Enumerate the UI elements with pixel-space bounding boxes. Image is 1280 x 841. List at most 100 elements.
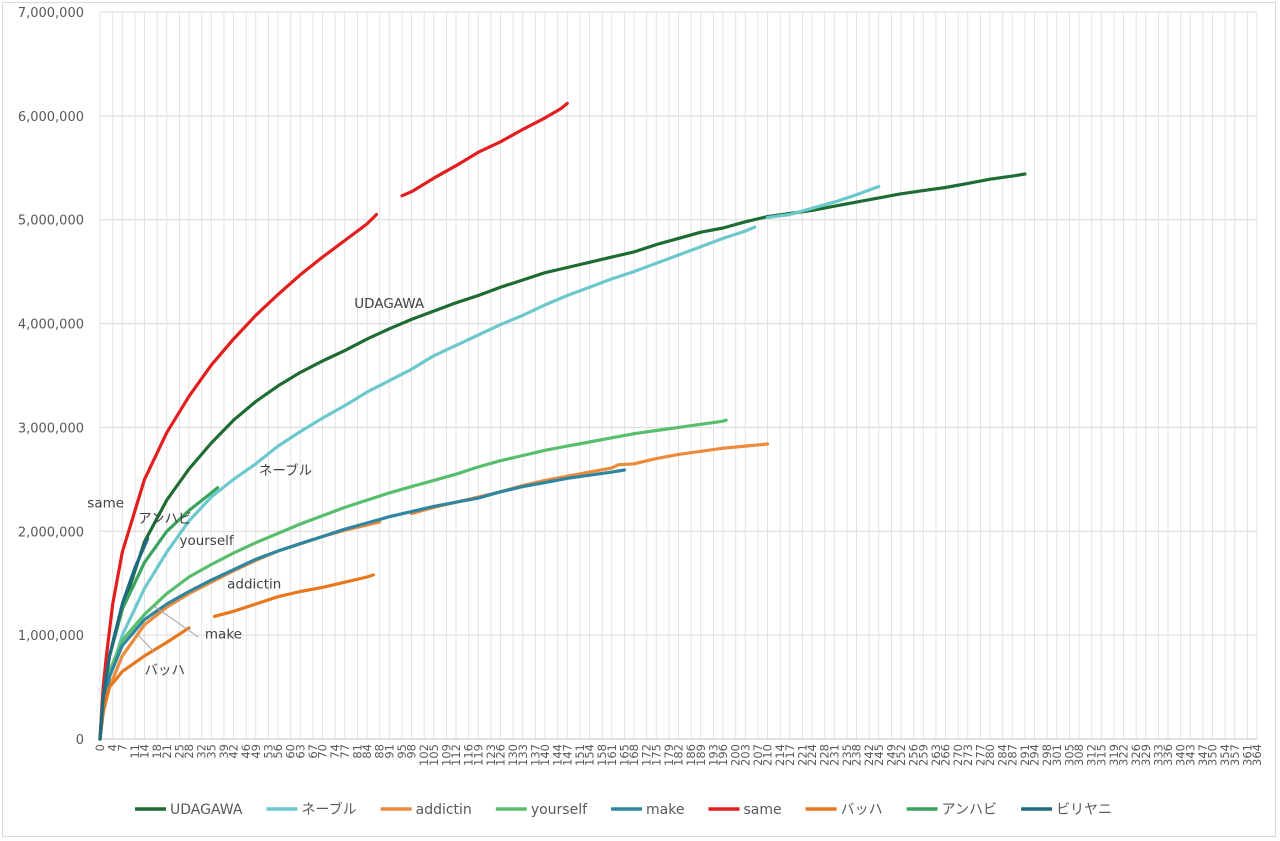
x-tick-label: 221 [795,744,809,766]
x-tick-label: 200 [729,744,743,766]
legend-label: make [646,802,684,818]
x-tick-label: 228 [818,744,832,766]
x-tick-label: 298 [1040,744,1054,766]
x-tick-label: 126 [494,744,508,766]
x-tick-label: 11 [128,744,142,759]
series-line-2 [765,184,881,220]
x-tick-label: 18 [150,744,164,759]
y-tick-label: 3,000,000 [18,421,84,436]
y-tick-label: 4,000,000 [18,318,84,333]
y-tick-label: 6,000,000 [18,110,84,125]
x-tick-label: 168 [627,744,641,766]
x-tick-label: 336 [1161,744,1175,766]
x-tick-label: 235 [840,744,854,766]
x-tick-label: 25 [172,744,186,759]
y-tick-label: 5,000,000 [18,214,84,229]
x-tick-label: 70 [316,744,330,759]
x-tick-label: 326 [1129,744,1143,766]
x-tick-label: 203 [738,744,752,766]
series-annotation: アンハビ [138,511,191,527]
series-line-2 [98,225,757,741]
series-lines [98,101,1027,741]
x-tick-label: 350 [1206,744,1220,766]
x-tick-label: 186 [684,744,698,766]
x-tick-label: 151 [573,744,587,766]
x-tick-label: 189 [694,744,708,766]
x-tick-label: 263 [929,744,943,766]
x-tick-label: 63 [293,744,307,759]
x-tick-label: 210 [761,744,775,766]
series-annotations: UDAGAWA ネーブル same アンハビ yourself addictin make バ… [87,296,425,679]
x-tick-label: 340 [1174,744,1188,766]
x-tick-label: 238 [850,744,864,766]
x-tick-label: 21 [160,744,174,759]
y-tick-label: 2,000,000 [18,525,84,540]
x-tick-label: 81 [350,744,364,759]
x-tick-label: 308 [1072,744,1086,766]
annotation-leader-line [153,605,199,638]
series-annotation: UDAGAWA [354,296,425,312]
x-tick-label: 252 [894,744,908,766]
x-tick-label: 4 [106,744,120,751]
x-axis-ticks: 0471114182125283235394246495356606367707… [93,744,1264,766]
x-tick-label: 140 [538,744,552,766]
x-tick-label: 32 [195,744,209,759]
x-tick-label: 207 [751,744,765,766]
annotation-leader-line [137,634,155,653]
x-tick-label: 305 [1062,744,1076,766]
x-tick-label: 347 [1196,744,1210,766]
gridlines [99,11,1258,740]
x-tick-label: 231 [827,744,841,766]
x-tick-label: 249 [884,744,898,766]
x-tick-label: 175 [649,744,663,766]
x-tick-label: 53 [261,744,275,759]
x-tick-label: 7 [115,744,129,751]
x-tick-label: 133 [516,744,530,766]
legend: UDAGAWA ネーブル addictin yourself make same バッハ アン… [135,801,1112,818]
x-tick-label: 179 [662,744,676,766]
x-tick-label: 137 [528,744,542,766]
x-tick-label: 277 [973,744,987,766]
x-tick-label: 49 [249,744,263,759]
x-tick-label: 116 [462,744,476,766]
y-axis-ticks: 0 1,000,000 2,000,000 3,000,000 4,000,000 5,0… [18,6,84,748]
x-tick-label: 95 [395,744,409,759]
x-tick-label: 112 [449,744,463,766]
series-line-6 [98,212,379,741]
x-tick-label: 270 [951,744,965,766]
x-tick-label: 154 [583,744,597,766]
series-line-9 [98,537,150,741]
x-tick-label: 109 [439,744,453,766]
x-tick-label: 77 [338,744,352,759]
legend-label: アンハビ [942,802,997,818]
x-tick-label: 193 [706,744,720,766]
x-tick-label: 294 [1028,744,1042,766]
x-tick-label: 14 [138,744,152,759]
x-tick-label: 315 [1094,744,1108,766]
legend-label: ビリヤニ [1056,802,1112,818]
x-tick-label: 144 [551,744,565,766]
x-tick-label: 158 [595,744,609,766]
x-tick-label: 172 [640,744,654,766]
legend-label: バッハ [841,802,883,818]
legend-label: addictin [416,802,472,818]
x-tick-label: 56 [271,744,285,759]
x-tick-label: 217 [783,744,797,766]
x-tick-label: 98 [405,744,419,759]
series-annotation: yourself [179,533,234,549]
series-line-4 [98,418,728,741]
x-tick-label: 284 [996,744,1010,766]
x-tick-label: 357 [1228,744,1242,766]
x-tick-label: 333 [1151,744,1165,766]
x-tick-label: 161 [605,744,619,766]
x-tick-label: 88 [373,744,387,759]
x-tick-label: 242 [862,744,876,766]
series-line-6 [400,101,569,198]
x-tick-label: 102 [417,744,431,766]
x-tick-label: 0 [93,744,107,751]
x-tick-label: 84 [360,744,374,759]
series-line-1 [98,172,1027,741]
x-tick-label: 105 [427,744,441,766]
